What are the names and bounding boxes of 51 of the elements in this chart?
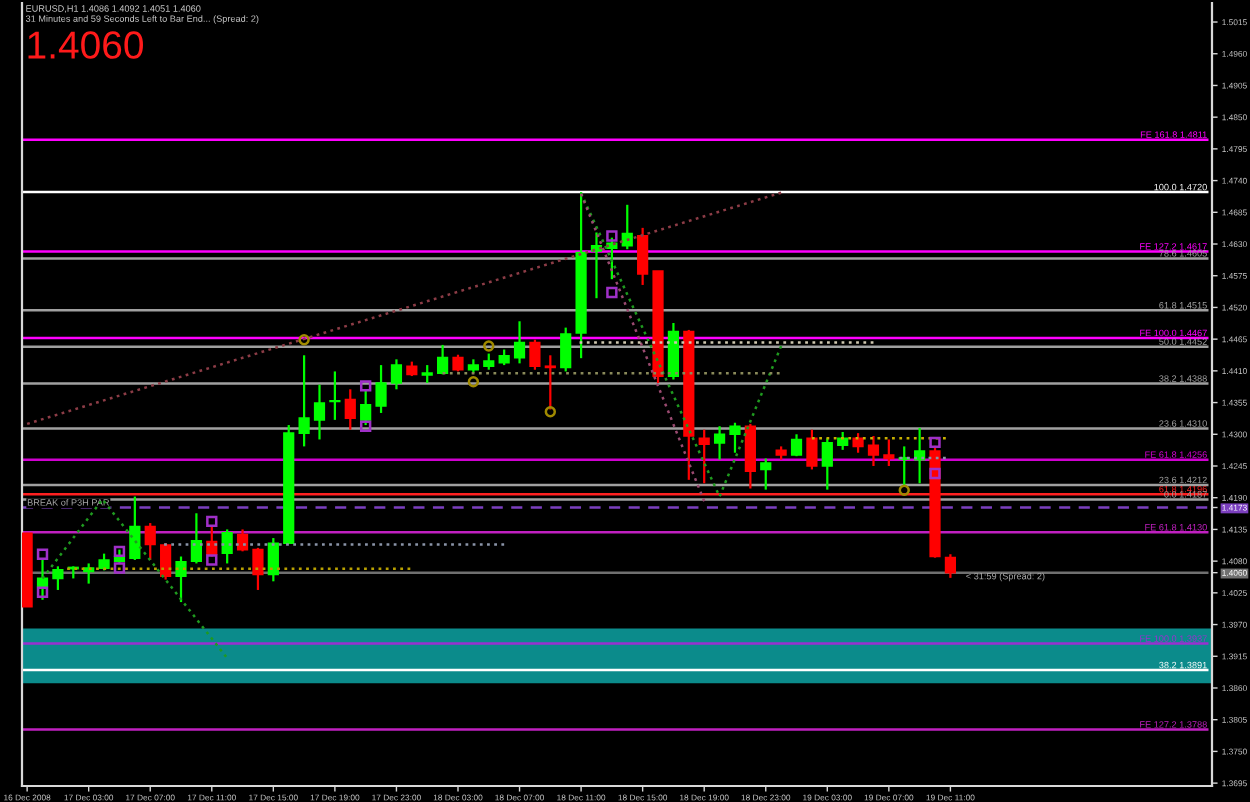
point: [483, 340, 495, 352]
candlestick: [513, 320, 526, 365]
annotation: 1.4060: [28, 31, 143, 59]
candlestick: [160, 542, 172, 581]
candlestick: [944, 553, 957, 579]
point: [929, 467, 941, 480]
candlestick: [713, 425, 726, 461]
point: [113, 562, 126, 574]
candlestick: [698, 428, 710, 485]
candlestick: [144, 521, 156, 562]
candlestick: [313, 383, 326, 441]
candlestick: [267, 536, 279, 583]
candlestick: [529, 338, 541, 371]
candlestick: [390, 358, 403, 391]
candlestick: [883, 438, 895, 468]
point: [467, 376, 480, 388]
point: [606, 286, 618, 299]
candlestick: [729, 421, 741, 454]
point: [359, 420, 372, 432]
candlestick: [175, 555, 187, 604]
candlestick: [129, 495, 141, 562]
candlestick: [436, 343, 449, 376]
point: [544, 406, 557, 418]
candlestick: [852, 432, 864, 454]
candlestick: [760, 457, 772, 491]
candlestick: [821, 437, 833, 491]
candlestick: [221, 528, 233, 565]
point: [113, 545, 126, 558]
candlestick: [744, 422, 756, 490]
point: [359, 380, 372, 392]
candlestick: [344, 388, 356, 431]
point: [36, 586, 49, 598]
candlestick: [298, 354, 310, 448]
candlestick: [560, 326, 572, 373]
candlestick: [52, 565, 64, 592]
point: [606, 230, 618, 242]
candlestick: [806, 428, 818, 471]
candlestick: [190, 512, 203, 565]
candlestick: [867, 434, 880, 468]
point: [298, 334, 310, 346]
candlestick: [621, 203, 633, 251]
candlestick: [667, 321, 680, 381]
point: [206, 554, 218, 566]
point: [36, 548, 49, 560]
candlestick: [375, 363, 387, 415]
point: [929, 436, 941, 449]
point: [898, 484, 910, 496]
candlestick: [252, 546, 264, 592]
candlestick: [637, 226, 649, 287]
candlestick: [329, 370, 341, 421]
point: [206, 515, 218, 528]
